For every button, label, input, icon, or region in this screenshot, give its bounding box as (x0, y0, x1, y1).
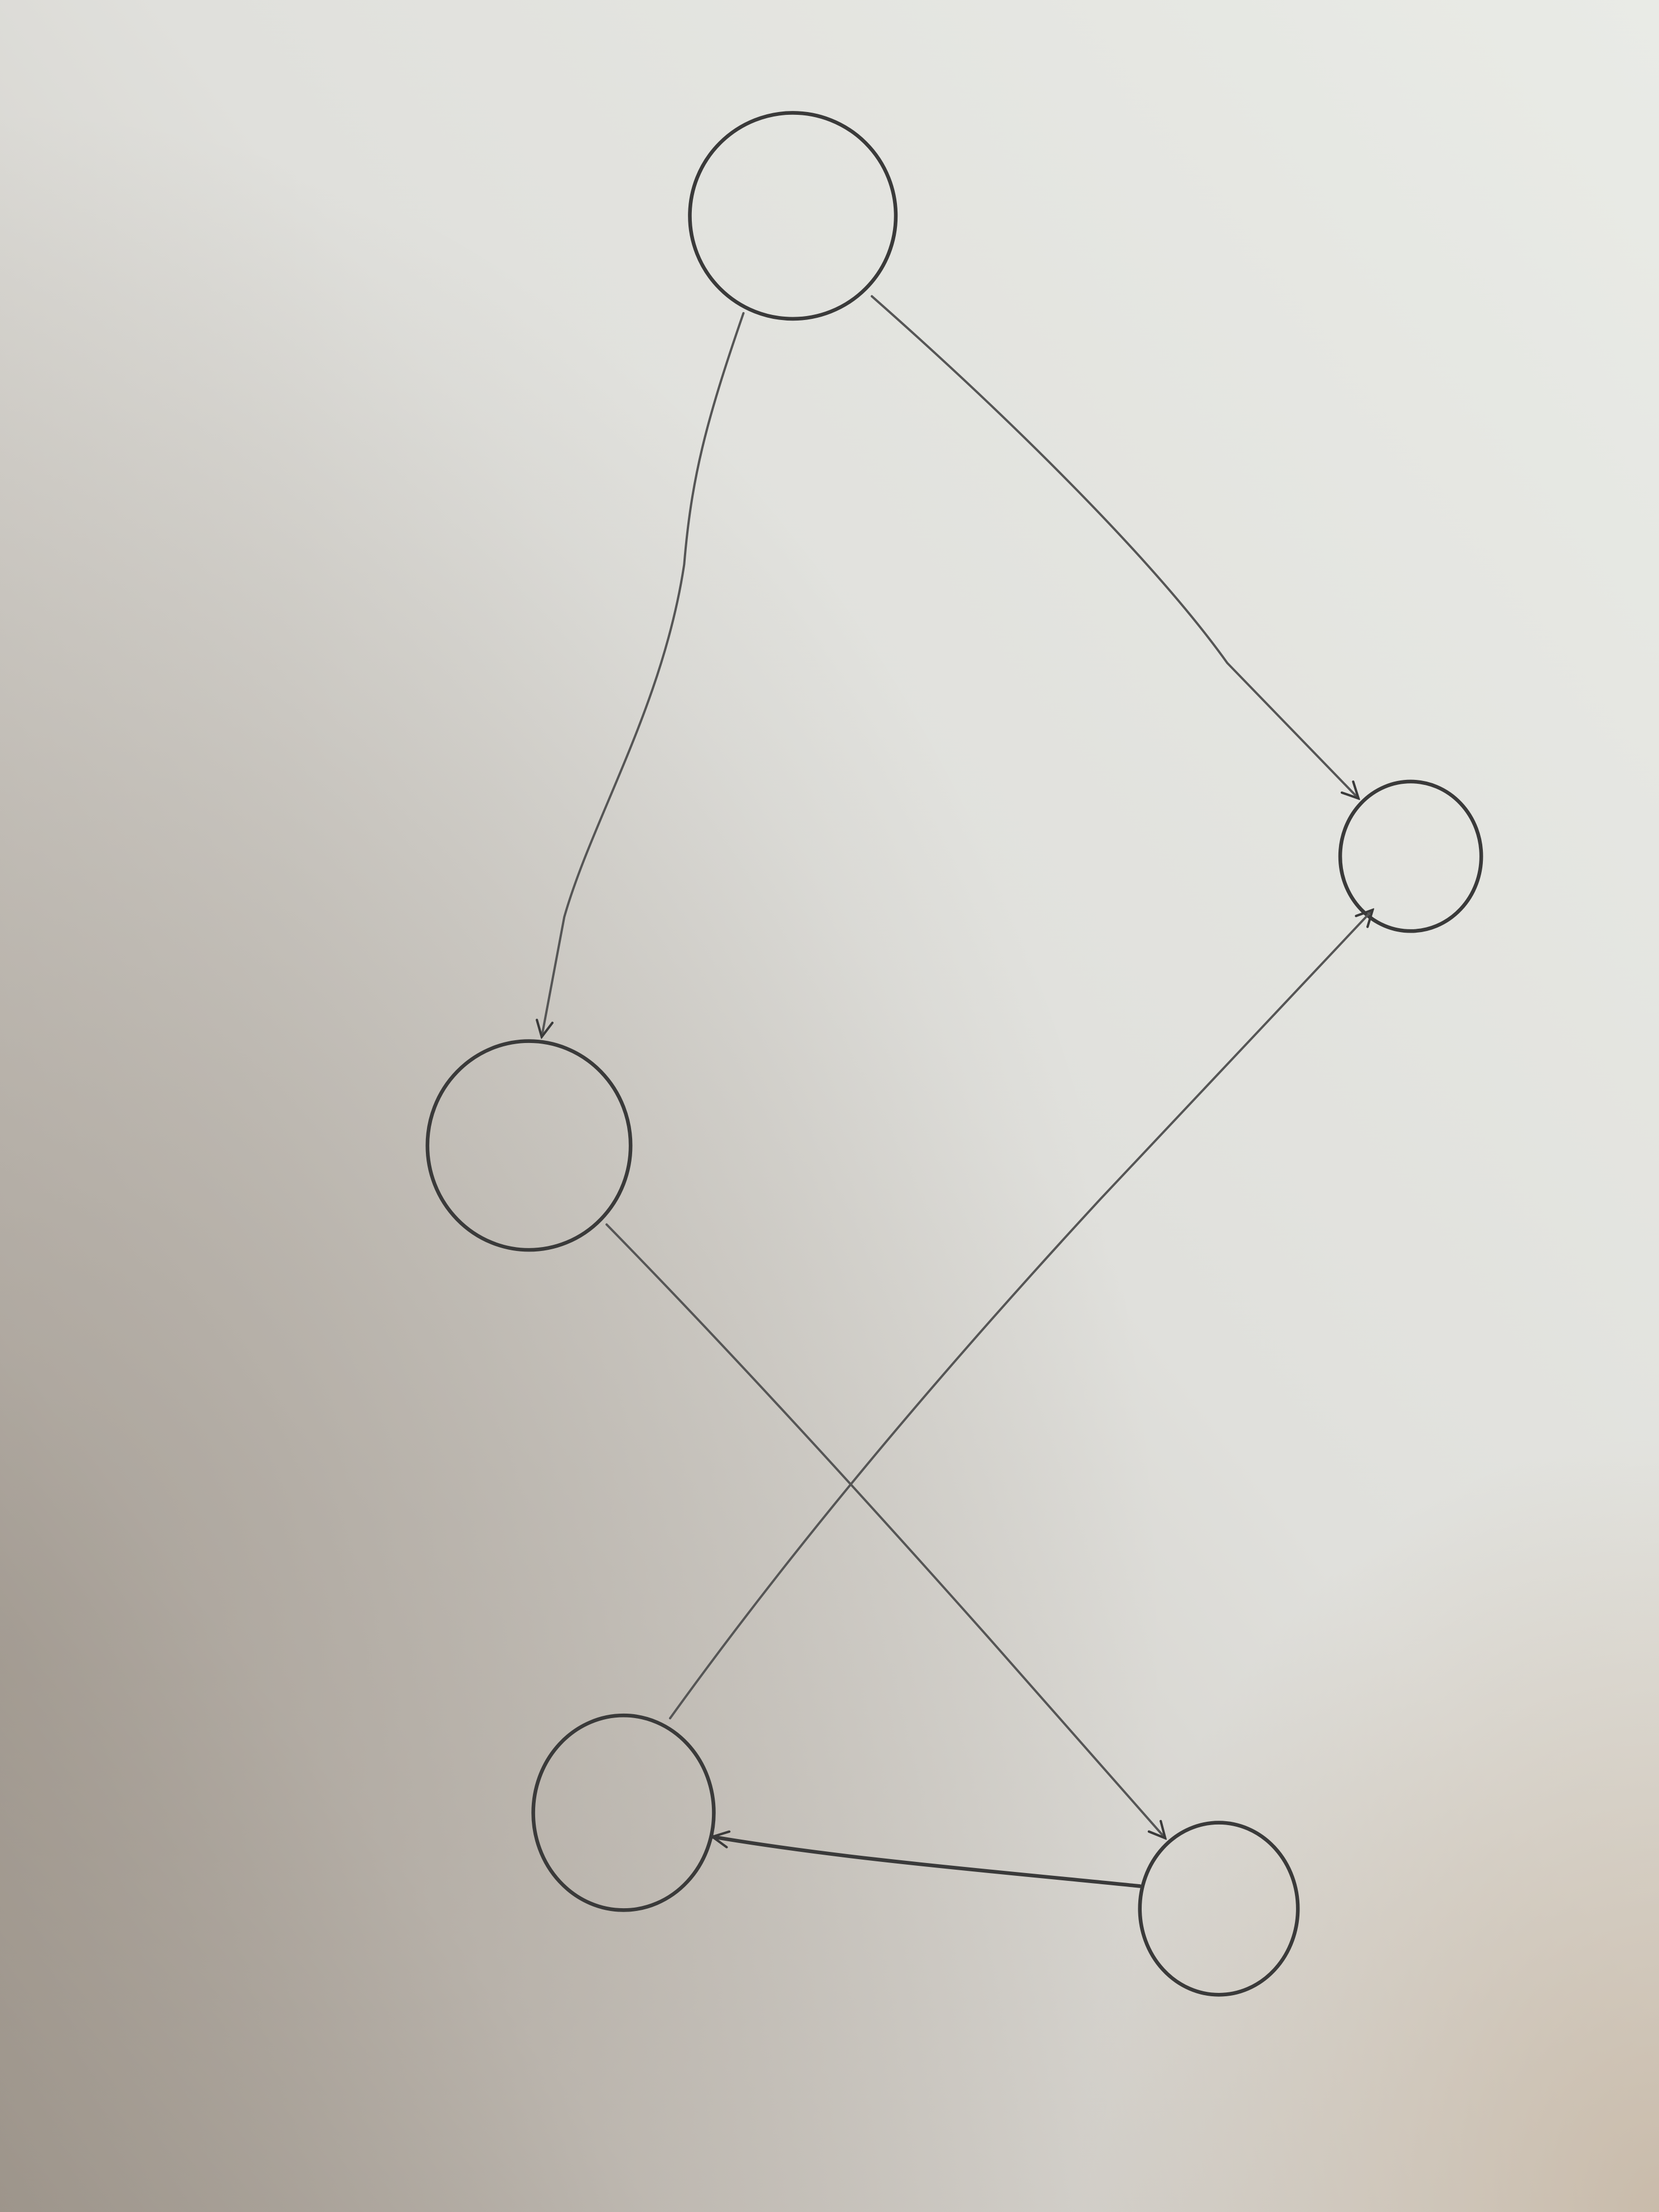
edge (669, 910, 1372, 1720)
node (688, 111, 898, 321)
edge (605, 1223, 1165, 1839)
edge (870, 295, 1359, 798)
node (1338, 779, 1483, 933)
edge (542, 312, 745, 1037)
node (425, 1039, 633, 1252)
node (1138, 1821, 1300, 1997)
node (531, 1713, 716, 1912)
edge (712, 1837, 1142, 1888)
